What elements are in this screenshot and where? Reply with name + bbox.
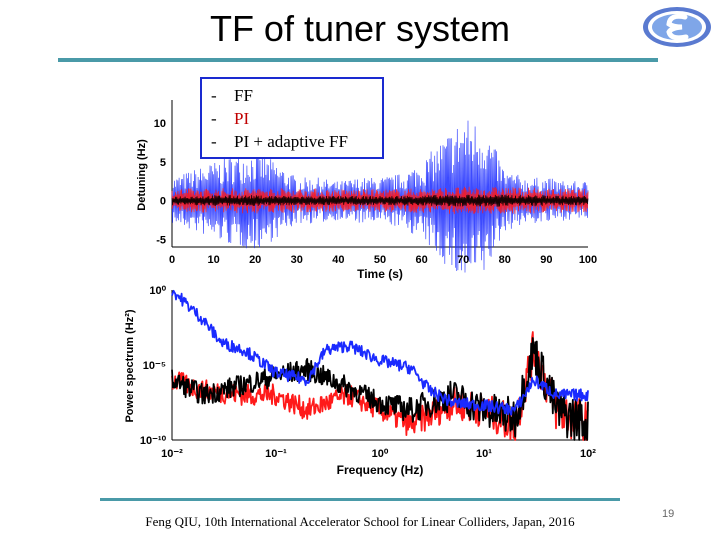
legend-marker-ff: - [211, 86, 217, 105]
bottom-series-pi-adaptive-ff [171, 337, 589, 441]
kek-logo-icon [643, 7, 711, 47]
top-y-tick: -5 [156, 234, 166, 246]
bottom-y-tick: 10⁰ [149, 285, 166, 297]
bottom-axes [171, 290, 588, 441]
top-x-tick: 20 [249, 254, 261, 266]
footer-divider [100, 498, 620, 501]
bottom-ylabel: Power spectrum (Hz²) [124, 309, 136, 422]
title-divider [58, 58, 658, 62]
top-ylabel: Detuning (Hz) [136, 139, 148, 211]
slide-title: TF of tuner system [209, 8, 511, 49]
top-x-tick: 10 [207, 254, 219, 266]
top-x-tick: 0 [169, 254, 175, 266]
top-y-tick: 5 [160, 157, 166, 169]
top-y-tick: 0 [160, 196, 166, 208]
top-series-pi-adaptive-ff [171, 194, 589, 207]
top-x-tick: 30 [291, 254, 303, 266]
top-series-group [171, 120, 589, 273]
bottom-x-tick: 10² [580, 448, 596, 460]
bottom-tick-labels: 10⁻² 10⁻¹ 10⁰ 10¹ 10² 10⁰ 10⁻⁵ 10⁻¹⁰ [140, 285, 596, 460]
bottom-x-tick: 10¹ [476, 448, 492, 460]
page-number: 19 [662, 508, 675, 520]
top-xlabel: Time (s) [357, 267, 403, 281]
legend-label-pi: PI [234, 109, 249, 128]
top-x-tick: 100 [579, 254, 597, 266]
bottom-x-tick: 10⁰ [372, 448, 389, 460]
footer-text: Feng QIU, 10th International Accelerator… [145, 514, 575, 529]
top-series-pi [171, 186, 589, 215]
legend-label-pi-aff: PI + adaptive FF [234, 132, 348, 151]
top-x-tick: 50 [374, 254, 386, 266]
bottom-series-group [171, 289, 589, 441]
legend: - FF - PI - PI + adaptive FF [200, 77, 384, 159]
bottom-x-tick: 10⁻² [161, 448, 183, 460]
top-x-tick: 70 [457, 254, 469, 266]
top-x-tick: 60 [415, 254, 427, 266]
top-y-tick: 10 [154, 118, 166, 130]
legend-label-ff: FF [234, 86, 253, 105]
bottom-y-tick: 10⁻¹⁰ [140, 435, 167, 447]
top-axes [171, 100, 588, 248]
top-x-tick: 80 [499, 254, 511, 266]
legend-marker-pi-aff: - [211, 132, 217, 151]
bottom-series-ff [171, 289, 589, 416]
legend-marker-pi: - [211, 109, 217, 128]
bottom-y-tick: 10⁻⁵ [143, 360, 166, 372]
top-x-tick: 90 [540, 254, 552, 266]
top-x-tick: 40 [332, 254, 344, 266]
bottom-xlabel: Frequency (Hz) [337, 463, 424, 477]
bottom-x-tick: 10⁻¹ [265, 448, 287, 460]
